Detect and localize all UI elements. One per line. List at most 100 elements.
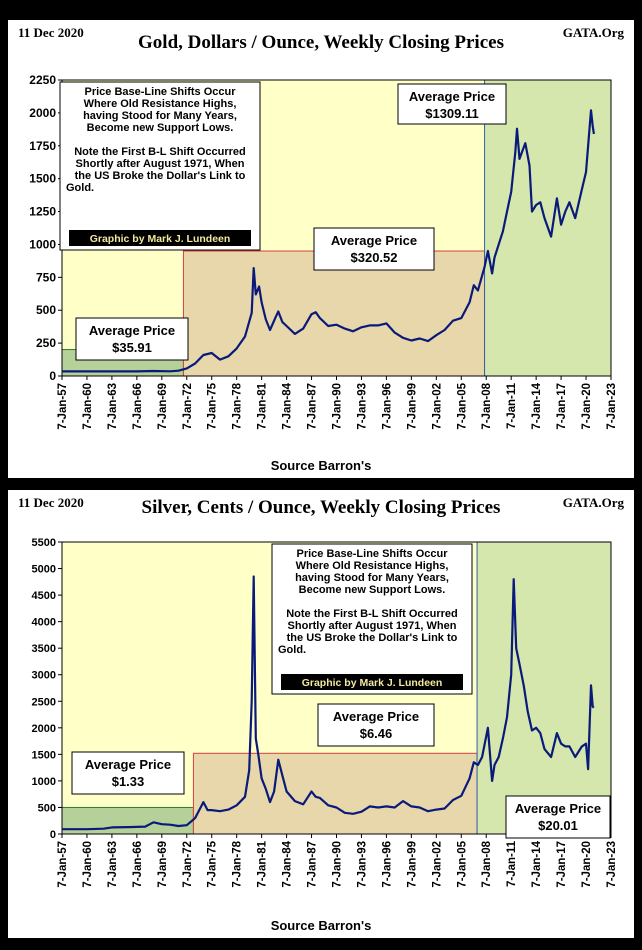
average-price-value: $1309.11 (425, 106, 479, 121)
y-tick-label: 5500 (32, 537, 56, 549)
x-tick-label: 7-Jan-60 (82, 841, 94, 888)
site-label: GATA.Org (558, 494, 628, 512)
credit-box (69, 230, 251, 246)
x-tick-label: 7-Jan-93 (356, 383, 368, 430)
x-tick-label: 7-Jan-14 (531, 382, 543, 429)
x-tick-label: 7-Jan-81 (257, 840, 269, 887)
average-price-label: Average Price (409, 89, 495, 104)
average-price-value: $320.52 (351, 250, 398, 265)
x-tick-label: 7-Jan-63 (107, 383, 119, 430)
credit-box (281, 674, 463, 690)
credit-label: Graphic by Mark J. Lundeen (90, 233, 231, 245)
annotation-note-line: Shortly after August 1971, When (76, 158, 245, 170)
x-tick-label: 7-Jan-60 (82, 383, 94, 430)
x-tick-label: 7-Jan-17 (556, 841, 568, 888)
x-tick-label: 7-Jan-90 (332, 383, 344, 430)
x-tick-label: 7-Jan-05 (456, 382, 468, 429)
average-price-box: Average Price $1.33 (71, 751, 185, 795)
y-tick-label: 0 (49, 369, 56, 383)
x-tick-label: 7-Jan-99 (406, 841, 418, 888)
price-line (62, 575, 595, 831)
average-price-box: Average Price $35.91 (75, 317, 189, 361)
average-price-label: Average Price (331, 233, 417, 248)
x-tick-label: 7-Jan-23 (606, 383, 618, 430)
y-tick-label: 1000 (29, 237, 56, 251)
annotation-note-line: Where Old Resistance Highs, (296, 560, 449, 572)
y-tick-label: 4000 (32, 617, 56, 629)
y-tick-label: 0 (50, 829, 56, 841)
y-tick-label: 750 (36, 270, 56, 284)
x-tick-label: 7-Jan-23 (606, 841, 618, 888)
annotation-note-line: Gold. (278, 644, 306, 656)
price-zone-shading (192, 752, 478, 835)
x-tick-label: 7-Jan-78 (232, 840, 244, 887)
x-tick-label: 7-Jan-57 (57, 841, 69, 888)
x-tick-label: 7-Jan-90 (332, 841, 344, 888)
x-tick-label: 7-Jan-87 (307, 841, 319, 888)
silver-chart-panel: 11 Dec 2020 GATA.Org Silver, Cents / Oun… (8, 490, 634, 938)
y-tick-label: 3500 (32, 643, 56, 655)
x-tick-label: 7-Jan-99 (406, 383, 418, 430)
average-price-box-bg (75, 317, 189, 361)
chart-title: Gold, Dollars / Ounce, Weekly Closing Pr… (138, 32, 504, 53)
source-label: Source Barron's (270, 918, 372, 933)
x-tick-label: 7-Jan-75 (207, 382, 219, 429)
average-price-box-bg (71, 751, 185, 795)
x-tick-label: 7-Jan-66 (132, 841, 144, 888)
x-tick-label: 7-Jan-96 (381, 383, 393, 430)
x-tick-label: 7-Jan-08 (481, 840, 493, 887)
average-price-box: Average Price $1309.11 (397, 83, 507, 125)
annotation-note-line: Shortly after August 1971, When (288, 620, 457, 632)
y-tick-label: 500 (36, 303, 56, 317)
price-line (62, 109, 595, 373)
y-tick-label: 500 (38, 802, 56, 814)
x-tick-label: 7-Jan-72 (182, 383, 194, 430)
annotation-note-bg (271, 543, 473, 695)
y-tick-label: 2000 (29, 106, 56, 120)
x-tick-label: 7-Jan-17 (556, 383, 568, 430)
x-tick-label: 7-Jan-81 (257, 382, 269, 429)
average-price-box-bg (397, 83, 507, 125)
annotation-note-line: having Stood for Many Years, (83, 110, 237, 122)
x-tick-label: 7-Jan-72 (182, 841, 194, 888)
x-tick-label: 7-Jan-20 (581, 841, 593, 888)
price-zone-shading (182, 250, 486, 377)
site-label: GATA.Org (558, 24, 628, 42)
x-tick-label: 7-Jan-02 (431, 841, 443, 888)
y-tick-label: 1500 (32, 749, 56, 761)
x-tick-label: 7-Jan-63 (107, 841, 119, 888)
annotation-note-line: Note the First B-L Shift Occurred (74, 146, 246, 158)
y-tick-label: 1250 (29, 205, 56, 219)
average-price-box: Average Price $6.46 (317, 703, 435, 747)
annotation-note-line: the US Broke the Dollar's Link to (287, 632, 458, 644)
x-tick-label: 7-Jan-14 (531, 840, 543, 887)
x-tick-label: 7-Jan-69 (157, 383, 169, 430)
x-tick-label: 7-Jan-78 (232, 382, 244, 429)
x-tick-label: 7-Jan-87 (307, 383, 319, 430)
average-price-box-bg (317, 703, 435, 747)
chart-title: Silver, Cents / Ounce, Weekly Closing Pr… (141, 497, 501, 518)
average-price-label: Average Price (515, 801, 601, 816)
x-tick-label: 7-Jan-05 (456, 840, 468, 887)
x-tick-label: 7-Jan-57 (57, 383, 69, 430)
y-tick-label: 1750 (29, 139, 56, 153)
gold-price-chart: 0 250 500 750 1000 1250 1500 1750 2000 2250 7-Jan-… (29, 73, 618, 430)
average-price-value: $20.01 (538, 818, 578, 833)
annotation-note-line: Gold. (66, 182, 94, 194)
annotation-note-line: Price Base-Line Shifts Occur (297, 548, 449, 560)
annotation-note-line: the US Broke the Dollar's Link to (75, 170, 246, 182)
average-price-value: $6.46 (360, 726, 393, 741)
silver-price-chart: 0 500 1000 1500 2000 2500 3000 3500 4000 4500 5000… (32, 537, 618, 888)
y-tick-label: 3000 (32, 670, 56, 682)
x-tick-label: 7-Jan-02 (431, 383, 443, 430)
annotation-note-line: Price Base-Line Shifts Occur (85, 86, 237, 98)
annotation-note-line: Note the First B-L Shift Occurred (286, 608, 458, 620)
source-label: Source Barron's (270, 458, 372, 473)
annotation-note-line: Become new Support Lows. (299, 584, 446, 596)
credit-label: Graphic by Mark J. Lundeen (302, 677, 443, 689)
x-tick-label: 7-Jan-84 (282, 382, 294, 429)
x-tick-label: 7-Jan-75 (207, 840, 219, 887)
y-tick-label: 5000 (32, 564, 56, 576)
average-price-box-bg (313, 227, 435, 271)
